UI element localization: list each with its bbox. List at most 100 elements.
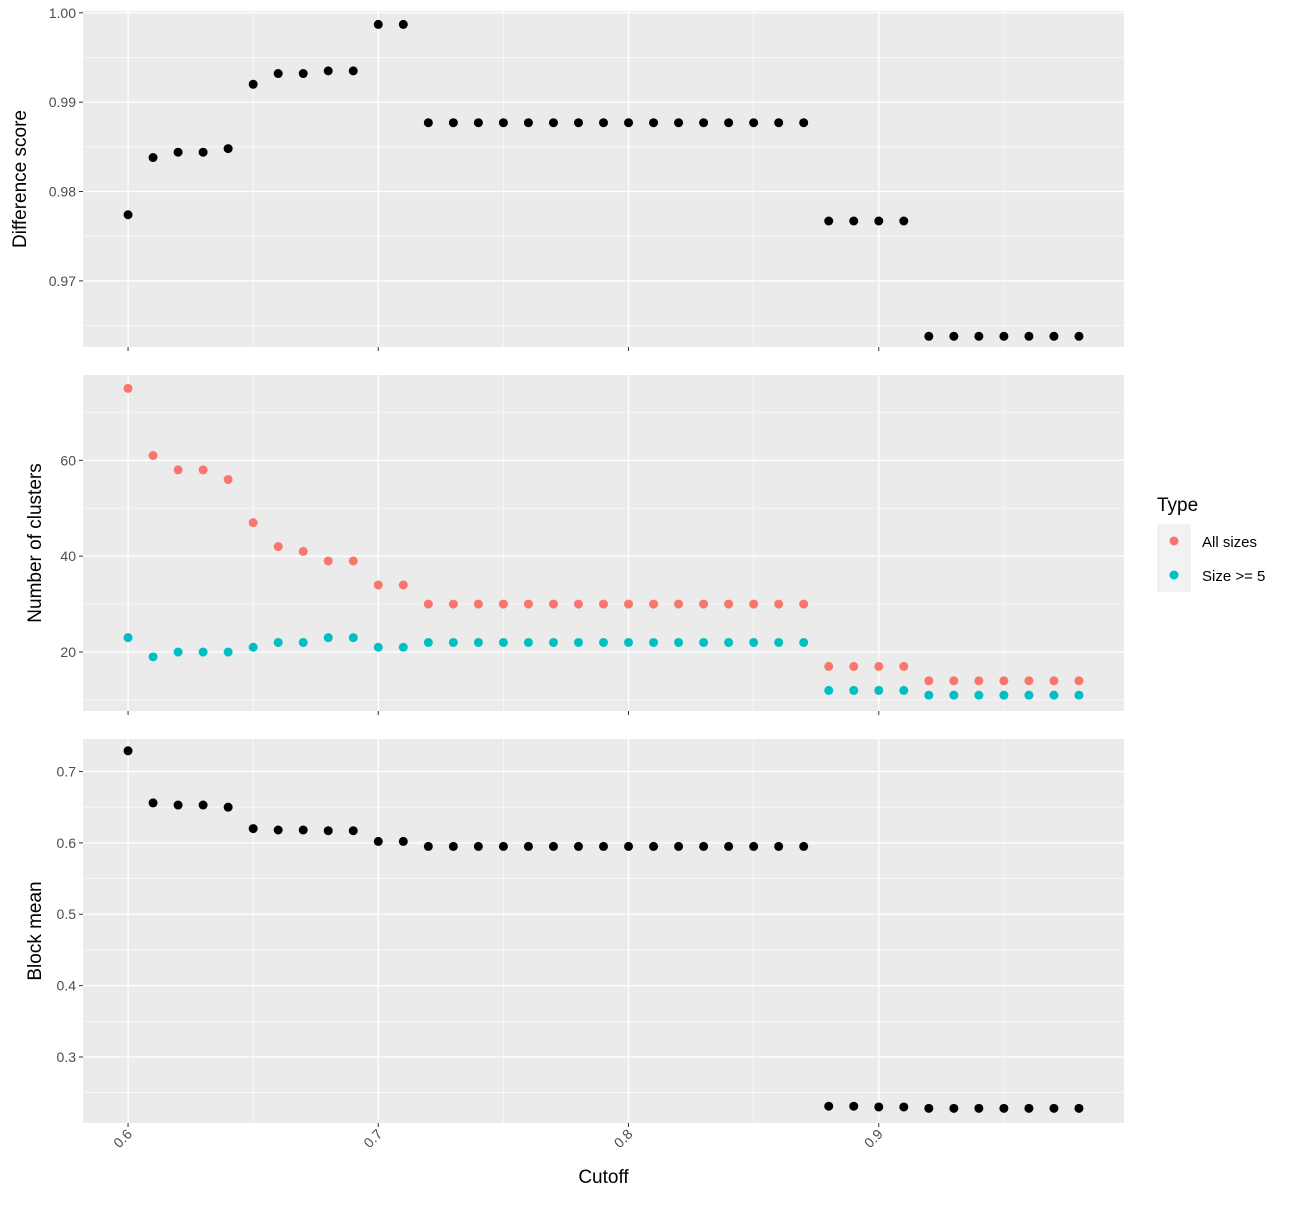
data-point (198, 647, 208, 657)
data-point (874, 216, 884, 226)
data-point (1049, 690, 1059, 700)
data-point (924, 1103, 934, 1113)
data-point (398, 642, 408, 652)
data-point (198, 800, 208, 810)
data-point (724, 841, 734, 851)
data-point (924, 690, 934, 700)
data-point (498, 841, 508, 851)
data-point (624, 637, 634, 647)
data-point (523, 599, 533, 609)
data-point (949, 1103, 959, 1113)
legend-title: Type (1157, 495, 1198, 516)
panel-background (83, 11, 1124, 347)
y-tick-label: 0.6 (57, 835, 77, 851)
data-point (348, 66, 358, 76)
data-point (724, 637, 734, 647)
data-point (523, 118, 533, 128)
data-point (899, 685, 909, 695)
data-point (599, 841, 608, 851)
data-point (674, 118, 684, 128)
data-point (1074, 690, 1084, 700)
data-point (273, 825, 283, 835)
data-point (323, 633, 333, 643)
data-point (273, 542, 283, 552)
data-point (148, 451, 158, 461)
data-point (523, 841, 533, 851)
data-point (974, 690, 984, 700)
data-point (373, 836, 383, 846)
data-point (849, 216, 859, 226)
y-axis-title: Block mean (25, 881, 46, 980)
data-point (649, 599, 659, 609)
data-point (1049, 676, 1059, 686)
data-point (398, 836, 408, 846)
data-point (699, 599, 709, 609)
data-point (173, 147, 183, 157)
data-point (824, 661, 834, 671)
y-axis-title: Number of clusters (25, 463, 46, 622)
data-point (498, 599, 508, 609)
y-tick-label: 20 (60, 644, 76, 660)
panel-background (83, 739, 1124, 1123)
data-point (498, 637, 508, 647)
data-point (298, 637, 308, 647)
data-point (248, 642, 258, 652)
data-point (949, 676, 959, 686)
data-point (799, 118, 809, 128)
data-point (749, 637, 759, 647)
legend-marker (1169, 570, 1179, 580)
data-point (198, 465, 208, 475)
y-tick-label: 40 (60, 548, 76, 564)
data-point (849, 685, 859, 695)
data-point (874, 1102, 884, 1112)
data-point (323, 66, 333, 76)
data-point (699, 841, 709, 851)
data-point (1024, 331, 1034, 341)
x-tick-label: 0.9 (861, 1126, 886, 1151)
data-point (999, 1103, 1009, 1113)
x-tick-label: 0.8 (611, 1126, 636, 1151)
data-point (548, 637, 558, 647)
data-point (573, 637, 583, 647)
data-point (448, 599, 458, 609)
data-point (223, 647, 233, 657)
data-point (624, 841, 634, 851)
data-point (548, 841, 558, 851)
data-point (323, 826, 333, 836)
panel-background (83, 375, 1124, 711)
data-point (774, 599, 784, 609)
data-point (674, 637, 684, 647)
data-point (824, 1101, 834, 1111)
data-point (223, 474, 233, 484)
data-point (774, 118, 784, 128)
data-point (599, 599, 608, 609)
y-tick-label: 0.97 (49, 273, 76, 289)
data-point (999, 676, 1009, 686)
data-point (974, 1103, 984, 1113)
y-tick-label: 0.98 (49, 184, 76, 200)
data-point (1024, 676, 1034, 686)
data-point (924, 331, 934, 341)
y-tick-label: 0.7 (57, 763, 77, 779)
legend-label: All sizes (1202, 534, 1257, 551)
data-point (348, 556, 358, 566)
data-point (724, 118, 734, 128)
data-point (899, 1102, 909, 1112)
data-point (674, 599, 684, 609)
data-point (749, 118, 759, 128)
data-point (924, 676, 934, 686)
data-point (974, 331, 984, 341)
data-point (198, 147, 208, 157)
data-point (874, 661, 884, 671)
data-point (398, 580, 408, 590)
data-point (799, 841, 809, 851)
data-point (148, 798, 158, 808)
data-point (774, 841, 784, 851)
y-axis-title: Difference score (10, 110, 31, 248)
data-point (323, 556, 333, 566)
y-tick-label: 0.3 (57, 1049, 77, 1065)
data-point (473, 637, 483, 647)
data-point (123, 210, 133, 220)
data-point (749, 599, 759, 609)
